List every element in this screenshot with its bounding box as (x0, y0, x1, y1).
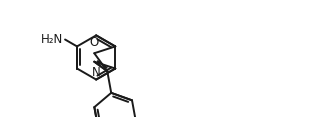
Text: O: O (90, 36, 99, 49)
Text: N: N (92, 66, 101, 79)
Text: H₂N: H₂N (41, 33, 64, 46)
